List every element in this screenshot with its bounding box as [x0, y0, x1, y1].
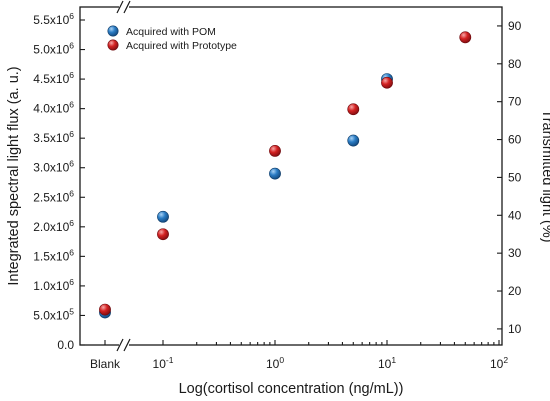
- y-right-tick-label: 10: [508, 322, 522, 336]
- legend: Acquired with POM Acquired with Prototyp…: [107, 25, 237, 52]
- data-point-prototype: [381, 76, 393, 89]
- y-right-tick-label: 70: [508, 95, 522, 109]
- x-axis-title: Log(cortisol concentration (ng/mL)): [179, 381, 404, 397]
- x-tick-label: 100: [266, 355, 284, 371]
- data-point-prototype: [157, 228, 169, 241]
- x-tick-label: 102: [490, 355, 508, 371]
- axis-tick-labels: 0.0 5.0x105 1.0x106 1.5x106 2.0x106 2.5x106 3.…: [33, 11, 521, 371]
- data-point-prototype: [99, 303, 111, 316]
- y-left-tick-label: 1.0x106: [33, 277, 74, 293]
- x-tick-label: 10-1: [153, 355, 174, 371]
- y-left-tick-label: 5.5x106: [33, 11, 74, 27]
- data-point-pom: [157, 210, 169, 223]
- y-right-tick-label: 60: [508, 133, 522, 147]
- y-right-tick-label: 40: [508, 208, 522, 222]
- data-point-prototype: [269, 145, 281, 157]
- y-left-tick-label: 4.5x106: [33, 70, 74, 86]
- y-right-tick-label: 80: [508, 57, 522, 71]
- legend-marker-pom: [107, 25, 119, 37]
- y-left-tick-label: 5.0x106: [33, 41, 74, 57]
- y-axis-right-title: Transmitted light (%): [539, 109, 550, 242]
- legend-label-prototype: Acquired with Prototype: [126, 40, 237, 52]
- data-point-pom: [347, 134, 360, 147]
- y-left-tick-label: 2.0x106: [33, 218, 74, 234]
- y-left-tick-label: 4.0x106: [33, 100, 74, 116]
- y-axis-left-title: Integrated spectral light flux (a. u.): [6, 66, 22, 285]
- y-right-tick-label: 30: [508, 246, 522, 260]
- y-left-tick-label: 1.5x106: [33, 247, 74, 263]
- legend-label-pom: Acquired with POM: [126, 26, 216, 38]
- legend-marker-prototype: [107, 39, 119, 51]
- y-left-tick-label: 0.0: [57, 338, 74, 352]
- plot-frame: [79, 6, 503, 346]
- y-right-tick-label: 20: [508, 284, 522, 298]
- data-point-prototype: [459, 31, 472, 44]
- data-points: [99, 31, 472, 319]
- data-point-prototype: [347, 103, 360, 116]
- y-left-tick-label: 2.5x106: [33, 188, 74, 204]
- y-left-tick-label: 3.0x106: [33, 159, 74, 175]
- x-tick-label-blank: Blank: [90, 357, 121, 371]
- axis-break-mark: [116, 0, 131, 352]
- y-left-tick-label: 5.0x105: [33, 306, 74, 322]
- axis-ticks: [80, 19, 502, 346]
- y-left-tick-label: 3.5x106: [33, 129, 74, 145]
- data-point-pom: [269, 167, 281, 180]
- y-right-tick-label: 50: [508, 170, 522, 184]
- x-tick-label: 101: [378, 355, 396, 371]
- y-right-tick-label: 90: [508, 19, 522, 33]
